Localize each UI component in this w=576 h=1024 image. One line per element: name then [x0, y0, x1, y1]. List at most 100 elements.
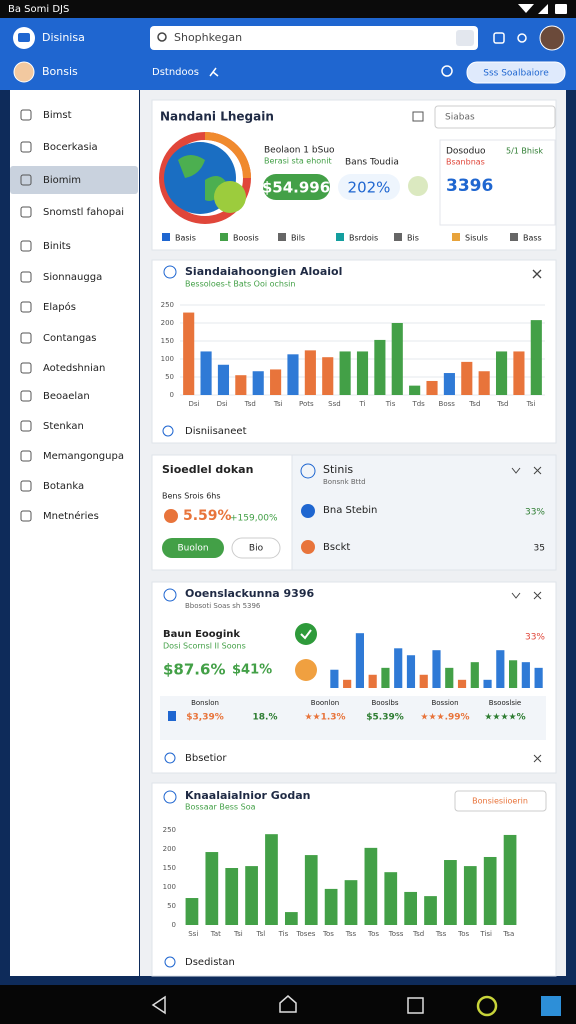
battery-icon	[555, 4, 567, 14]
bar	[478, 371, 490, 395]
bar	[270, 369, 282, 395]
sidebar-icon	[20, 332, 32, 344]
stat-label: Boonlon	[311, 699, 339, 707]
stats-secondary-label: Bio	[249, 544, 264, 554]
sync-icon[interactable]	[517, 33, 527, 43]
sidebar-item[interactable]: Memangongupa	[43, 451, 124, 462]
stat-value: 18.%	[253, 713, 278, 723]
x-tick-label: Boss	[439, 400, 456, 408]
bar	[200, 351, 212, 395]
bar	[404, 891, 418, 925]
sidebar-icon	[20, 141, 32, 153]
nav-recents[interactable]	[407, 997, 424, 1014]
bar	[530, 320, 542, 395]
bar	[495, 351, 508, 395]
sidebar-item[interactable]: Bocerkasia	[43, 142, 98, 153]
green-card-footer[interactable]: Dsedistan	[185, 957, 235, 968]
legend-label: Bils	[291, 234, 305, 243]
bar-card-close[interactable]	[532, 269, 542, 279]
sidebar-item[interactable]: Binits	[43, 241, 71, 252]
y-tick-label: 0	[172, 921, 176, 929]
nav-back[interactable]	[151, 995, 166, 1015]
bar	[235, 375, 247, 395]
legend-swatch	[162, 233, 170, 241]
wifi-icon	[518, 4, 534, 13]
sidebar-icon	[20, 420, 32, 432]
user-name: Bonsis	[42, 65, 78, 78]
sidebar-item[interactable]: Contangas	[43, 333, 97, 344]
x-tick-label: Ssi	[188, 930, 198, 938]
bar	[513, 351, 525, 395]
x-tick-label: Tss	[435, 930, 447, 938]
sidebar-item[interactable]: Biomim	[43, 175, 81, 186]
y-tick-label: 0	[170, 391, 174, 399]
sidebar-item[interactable]: Snomstl fahopai	[43, 207, 124, 218]
overview-legend: Basis Boosis Bils Bsrdois Bis Sisuls Bass	[162, 233, 542, 243]
bar	[304, 855, 318, 925]
action-button-label: Sss Soalbaiore	[483, 69, 549, 79]
x-tick-label: Tds	[411, 400, 425, 408]
bar	[356, 351, 369, 395]
profile-avatar[interactable]	[539, 25, 565, 51]
compare-footer-icon	[164, 752, 176, 764]
action-button[interactable]	[466, 61, 566, 84]
metric2-pill	[338, 174, 400, 200]
compare-close[interactable]	[533, 591, 542, 600]
bar-card-footer[interactable]: Disniisaneet	[185, 426, 247, 437]
sidebar-item[interactable]: Sionnaugga	[43, 272, 102, 283]
overview-expand[interactable]	[412, 111, 424, 122]
bar	[461, 361, 473, 395]
green-card-footer-icon	[164, 956, 176, 968]
search-filter[interactable]	[456, 30, 474, 46]
compare-footer-close[interactable]	[533, 754, 542, 763]
stats-change: 5.59%	[183, 508, 232, 524]
sidebar-selected	[10, 166, 138, 194]
status-row-icon	[301, 504, 315, 518]
compare-collapse[interactable]	[511, 592, 521, 599]
x-tick-label: Tos	[367, 930, 379, 938]
status-time: Ba Somi DJS	[8, 4, 69, 15]
legend-swatch	[452, 233, 460, 241]
stat-label: Bonslon	[191, 699, 219, 707]
stats-secondary-button[interactable]	[231, 537, 281, 559]
stat-value: ★★★.99%	[420, 713, 469, 723]
green-card-subtitle: Bossaar Bess Soa	[185, 803, 256, 812]
y-tick-label: 250	[161, 301, 174, 309]
tab-icon[interactable]	[493, 32, 505, 44]
nav-app[interactable]	[541, 996, 561, 1016]
overview-filter[interactable]	[434, 105, 556, 129]
nav-bar	[0, 985, 576, 1024]
x-tick-label: Pots	[299, 400, 314, 408]
stats-primary-label: Buolon	[177, 544, 208, 554]
stats-primary-button[interactable]	[162, 538, 224, 558]
nav-home[interactable]	[279, 995, 297, 1013]
nav-assistant[interactable]	[476, 995, 498, 1017]
user-avatar[interactable]	[13, 61, 35, 83]
status-collapse[interactable]	[511, 467, 521, 474]
compare-value1: $87.6%	[163, 661, 225, 679]
bar	[406, 655, 416, 688]
sidebar-item[interactable]: Elapós	[43, 301, 76, 313]
globe-land	[178, 155, 228, 201]
y-tick-label: 150	[163, 864, 176, 872]
bar-card-icon	[163, 265, 177, 279]
search-button[interactable]	[441, 65, 453, 77]
signal-icon	[538, 4, 548, 14]
bar	[205, 852, 219, 925]
compare-footer[interactable]: Bbsetior	[185, 753, 227, 764]
sidebar-item[interactable]: Stenkan	[43, 421, 84, 432]
search-box[interactable]	[150, 26, 478, 50]
bar	[245, 866, 258, 925]
nav-tab[interactable]: Dstndoos	[152, 67, 199, 78]
sidebar-item[interactable]: Botanka	[43, 481, 84, 492]
sidebar-item[interactable]: Aotedshnian	[43, 363, 105, 374]
x-tick-label: Toss	[388, 930, 404, 938]
sidebar-item[interactable]: Beoaelan	[43, 391, 90, 402]
compare-badge: 33%	[525, 633, 545, 643]
status-close[interactable]	[533, 466, 542, 475]
green-card-button[interactable]	[454, 790, 547, 812]
compare-heading: Baun Eoogink	[163, 629, 240, 640]
sidebar-item[interactable]: Mnetnéries	[43, 510, 99, 522]
sidebar-item[interactable]: Bimst	[43, 110, 72, 121]
